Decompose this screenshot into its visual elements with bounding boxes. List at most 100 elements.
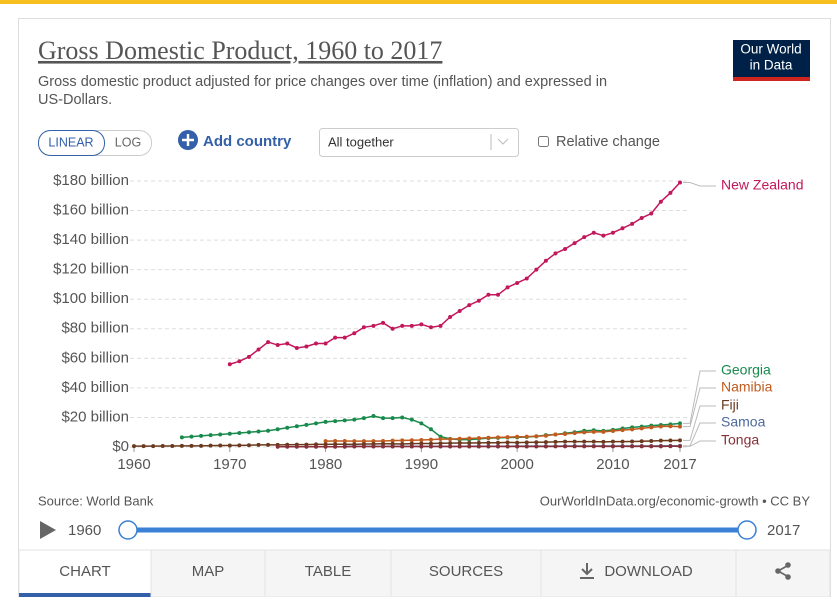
point — [285, 342, 289, 346]
chart-title: Gross Domestic Product, 1960 to 2017 — [38, 36, 442, 65]
point — [314, 342, 318, 346]
point — [304, 345, 308, 349]
point — [458, 309, 462, 313]
point — [304, 423, 308, 427]
point — [352, 418, 356, 422]
point — [257, 347, 261, 351]
point — [534, 445, 538, 449]
x-tick-label: 1980 — [309, 456, 342, 473]
point — [582, 440, 586, 444]
point — [582, 444, 586, 448]
point — [189, 444, 193, 448]
timeline-handle[interactable] — [738, 521, 756, 539]
y-tick-label: $20 billion — [61, 408, 129, 425]
point — [362, 445, 366, 449]
point — [352, 445, 356, 449]
legend-label[interactable]: Georgia — [721, 362, 771, 378]
point — [276, 445, 280, 449]
logo-text: Our World — [740, 42, 801, 57]
card — [19, 19, 831, 597]
point — [324, 420, 328, 424]
x-tick-label: 1990 — [405, 456, 438, 473]
point — [343, 445, 347, 449]
point — [640, 444, 644, 448]
point — [199, 444, 203, 448]
point — [525, 277, 529, 281]
share-icon-dot — [775, 568, 781, 574]
point — [467, 303, 471, 307]
point — [371, 324, 375, 328]
point — [621, 440, 625, 444]
top-stripe — [0, 0, 837, 4]
point — [448, 445, 452, 449]
point — [668, 438, 672, 442]
x-tick-label: 2010 — [596, 456, 629, 473]
point — [553, 440, 557, 444]
point — [276, 343, 280, 347]
point — [439, 437, 443, 441]
point — [496, 293, 500, 297]
legend-label[interactable]: Fiji — [721, 397, 739, 413]
y-tick-label: $40 billion — [61, 379, 129, 396]
point — [391, 327, 395, 331]
point — [621, 226, 625, 230]
point — [429, 427, 433, 431]
point — [247, 430, 251, 434]
point — [266, 443, 270, 447]
legend-label[interactable]: New Zealand — [721, 177, 804, 193]
legend-label[interactable]: Tonga — [721, 432, 759, 448]
point — [611, 440, 615, 444]
y-tick-label: $80 billion — [61, 320, 129, 337]
point — [515, 281, 519, 285]
point — [266, 429, 270, 433]
point — [553, 444, 557, 448]
point — [668, 424, 672, 428]
timeline-handle[interactable] — [119, 521, 137, 539]
add-country[interactable]: Add country — [203, 133, 292, 150]
point — [180, 435, 184, 439]
point — [496, 441, 500, 445]
point — [189, 435, 193, 439]
point — [209, 433, 213, 437]
point — [228, 362, 232, 366]
point — [515, 445, 519, 449]
point — [659, 444, 663, 448]
point — [170, 444, 174, 448]
point — [515, 441, 519, 445]
y-tick-label: $160 billion — [53, 202, 129, 219]
timeline-end: 2017 — [767, 522, 800, 539]
point — [247, 355, 251, 359]
share-icon-dot — [785, 562, 791, 568]
point — [228, 432, 232, 436]
log-button[interactable]: LOG — [115, 135, 141, 149]
point — [486, 293, 490, 297]
point — [228, 444, 232, 448]
legend-label[interactable]: Samoa — [721, 414, 766, 430]
tab-label: CHART — [59, 563, 110, 580]
source: Source: World Bank — [38, 493, 154, 508]
point — [659, 439, 663, 443]
point — [276, 427, 280, 431]
point — [218, 432, 222, 436]
point — [391, 416, 395, 420]
checkbox[interactable] — [539, 137, 549, 147]
legend-label[interactable]: Namibia — [721, 379, 773, 395]
point — [630, 427, 634, 431]
point — [563, 432, 567, 436]
point — [611, 231, 615, 235]
point — [467, 436, 471, 440]
y-tick-label: $140 billion — [53, 231, 129, 248]
point — [477, 436, 481, 440]
point — [237, 431, 241, 435]
point — [419, 322, 423, 326]
point — [601, 444, 605, 448]
point — [563, 247, 567, 251]
point — [678, 425, 682, 429]
logo-text: in Data — [750, 58, 793, 73]
point — [592, 430, 596, 434]
point — [592, 444, 596, 448]
point — [362, 416, 366, 420]
point — [266, 340, 270, 344]
x-tick-label: 1960 — [117, 456, 150, 473]
